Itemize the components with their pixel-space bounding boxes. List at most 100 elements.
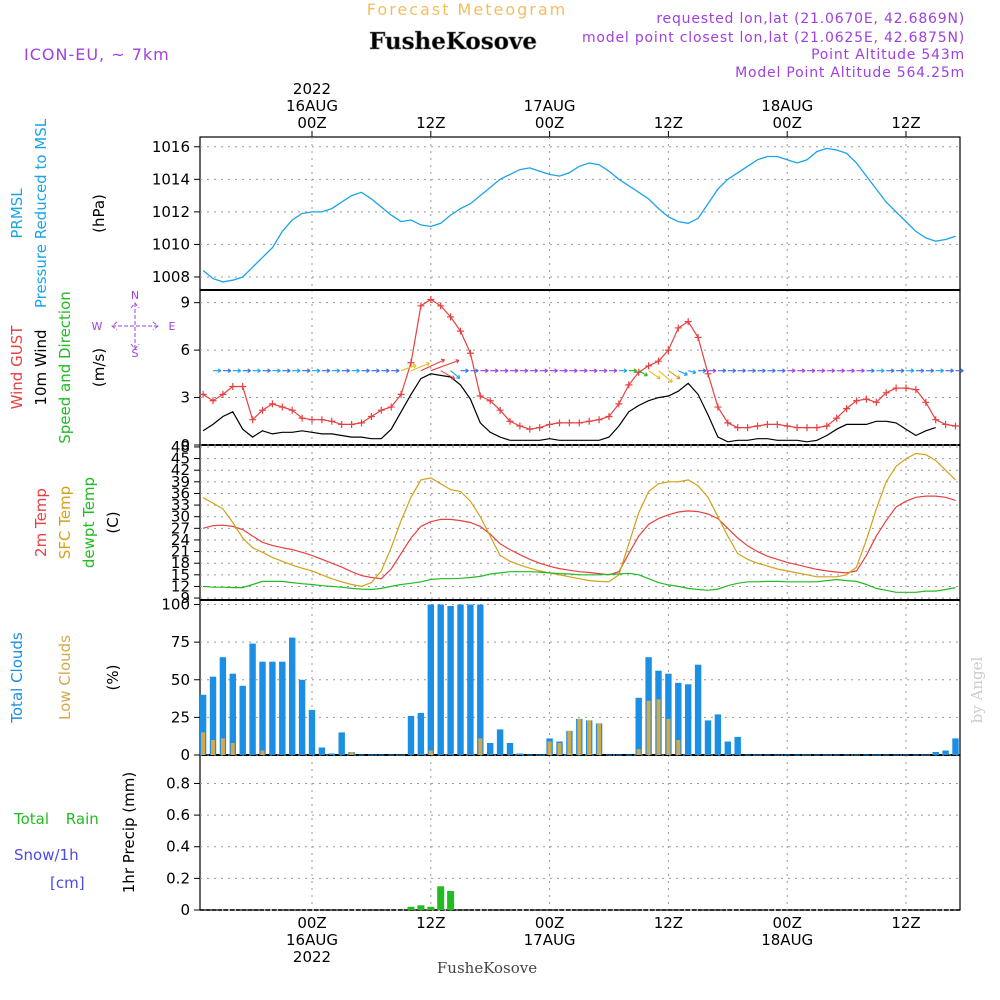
total-clouds-bar: [665, 673, 672, 755]
gust-point-marker: [773, 420, 781, 428]
total-clouds-bar: [685, 684, 692, 755]
gust-point-marker: [348, 420, 356, 428]
total-clouds-bar: [447, 606, 454, 755]
gust-point-marker: [476, 392, 484, 400]
gust-point-marker: [496, 406, 504, 414]
total-clouds-bar: [457, 604, 464, 755]
wind-direction-arrow: [876, 368, 885, 373]
wind-direction-arrow: [232, 368, 242, 373]
bottom-time-label: 12Z: [416, 914, 445, 932]
wind-direction-arrow: [410, 361, 430, 372]
signature: by Angel: [968, 656, 986, 723]
y-tick-label: 21: [171, 543, 190, 561]
gust-point-marker: [259, 406, 266, 414]
gust-point-marker: [417, 302, 425, 310]
wind-direction-arrow: [381, 368, 390, 373]
wind-direction-arrow: [430, 359, 460, 372]
gust-point-marker: [694, 333, 702, 341]
panel-frame-3: [199, 444, 961, 601]
total-clouds-bar: [289, 637, 296, 755]
total-clouds-bar: [318, 747, 326, 755]
gust-point-marker: [239, 382, 247, 390]
wind-direction-arrow: [836, 368, 845, 373]
y-axis-label: Wind GUST: [8, 325, 26, 410]
total-clouds-bar: [694, 664, 702, 755]
y-tick-label: 0.2: [166, 869, 190, 887]
compass-east-label: E: [169, 320, 176, 333]
y-tick-label: 1008: [152, 268, 190, 286]
wind-direction-arrow: [331, 368, 341, 373]
gust-point-marker: [318, 416, 326, 424]
y-tick-label: 25: [171, 708, 190, 726]
y-tick-label: 1010: [152, 235, 190, 253]
wind-direction-arrow: [797, 368, 806, 373]
wind-direction-arrow: [222, 368, 232, 373]
low-clouds-bar: [597, 723, 602, 755]
t2m-series-line: [202, 495, 956, 580]
gust-point-marker: [655, 357, 662, 365]
wind-direction-arrow: [272, 368, 281, 373]
wind-direction-arrow: [856, 368, 865, 373]
wind10-series-line: [202, 373, 936, 443]
gust-point-marker: [823, 422, 831, 430]
sfc-series-line: [202, 452, 956, 588]
total-clouds-bar: [734, 736, 741, 755]
wind-direction-arrow: [747, 368, 756, 373]
wind-direction-arrow: [609, 368, 618, 373]
gust-point-marker: [595, 416, 603, 424]
y-tick-label: 9: [180, 294, 190, 312]
y-tick-label: 42: [171, 461, 190, 479]
model-name: ICON-EU, ~ 7km: [24, 45, 170, 64]
low-clouds-bar: [349, 752, 354, 755]
gust-point-marker: [387, 403, 395, 411]
wind-direction-arrow: [906, 368, 915, 373]
wind-direction-arrow: [391, 368, 400, 373]
gust-point-marker: [338, 420, 346, 428]
gust-point-marker: [308, 416, 316, 424]
bottom-time-label: 16AUG: [286, 931, 338, 949]
gust-point-marker: [546, 420, 554, 428]
wind-direction-arrow: [787, 368, 796, 373]
wind-direction-arrow: [549, 368, 558, 373]
wind-direction-arrow: [579, 368, 588, 373]
gust-point-marker: [605, 413, 613, 421]
gust-series-line: [202, 298, 956, 430]
y-axis-label: Low Clouds: [56, 635, 74, 720]
bottom-time-label: 12Z: [654, 914, 683, 932]
gust-point-marker: [902, 384, 910, 392]
wind-direction-arrow: [658, 370, 673, 383]
gust-point-marker: [427, 295, 435, 303]
wind-direction-arrow: [955, 368, 964, 373]
y-tick-label: 6: [180, 341, 190, 359]
total-clouds-bar: [239, 685, 246, 755]
rain-bar: [437, 886, 445, 910]
gust-point-marker: [526, 425, 534, 433]
compass-rose-icon: [111, 302, 159, 350]
wind-direction-arrow: [589, 368, 598, 373]
wind-direction-arrow: [915, 368, 925, 373]
gust-point-marker: [724, 419, 732, 427]
gust-point-marker: [457, 327, 464, 335]
gust-point-marker: [645, 362, 653, 370]
wind-direction-arrow: [302, 368, 311, 373]
y-tick-label: 27: [171, 519, 190, 537]
wind-direction-arrow: [510, 368, 519, 373]
total-clouds-bar: [952, 738, 959, 755]
total-clouds-bar: [932, 752, 939, 755]
wind-direction-arrow: [450, 370, 461, 379]
wind-direction-arrow: [628, 368, 638, 373]
wind-direction-arrow: [816, 368, 826, 373]
y-tick-label: 30: [171, 508, 190, 526]
gust-point-marker: [872, 398, 880, 406]
y-tick-label: 1016: [152, 138, 190, 156]
y-tick-label: 100: [161, 596, 190, 614]
y-tick-label: 12: [171, 577, 190, 595]
wind-direction-arrow: [678, 370, 688, 376]
y-tick-label: 50: [171, 671, 190, 689]
gust-point-marker: [664, 346, 672, 354]
gust-point-marker: [912, 386, 920, 394]
top-time-label: 00Z: [535, 114, 564, 132]
wind-direction-arrow: [351, 368, 360, 373]
wind-direction-arrow: [213, 368, 222, 373]
